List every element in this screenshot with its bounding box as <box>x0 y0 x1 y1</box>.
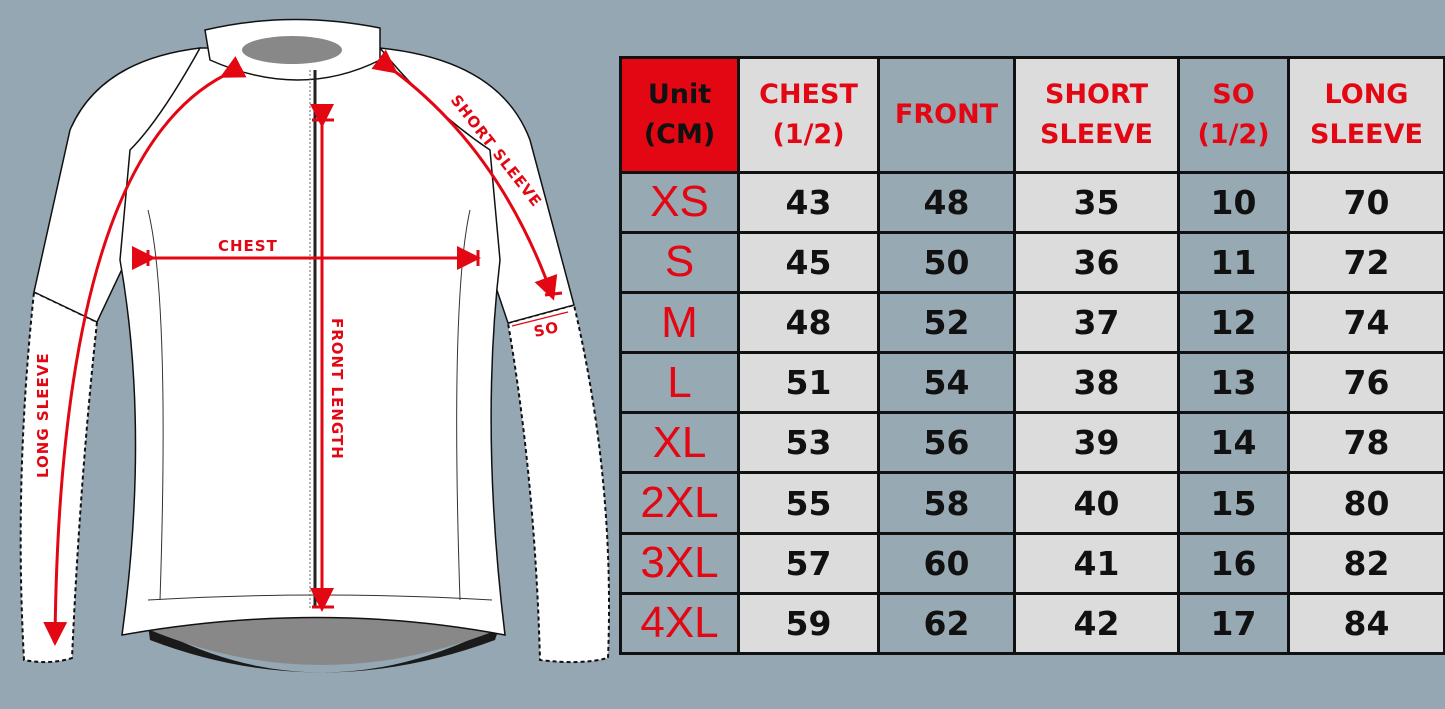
cell-front: 48 <box>877 170 1016 234</box>
jersey-diagram: CHEST FRONT LENGTH LONG SLEEVE SHORT SLE… <box>19 18 611 673</box>
cell-chest: 45 <box>737 230 880 294</box>
table-row: 3XL 57 60 41 16 82 <box>619 531 1445 595</box>
long-sleeve-label: LONG SLEEVE <box>34 352 52 478</box>
cell-long-sleeve: 84 <box>1287 591 1445 656</box>
front-length-label: FRONT LENGTH <box>328 318 346 460</box>
chest-label: CHEST <box>218 237 278 255</box>
cell-size: XS <box>619 170 740 234</box>
table-row: L 51 54 38 13 76 <box>619 351 1445 415</box>
cell-long-sleeve: 72 <box>1287 230 1445 294</box>
table-row: 2XL 55 58 40 15 80 <box>619 471 1445 535</box>
cell-short-sleeve: 40 <box>1013 471 1180 535</box>
cell-front: 60 <box>877 531 1016 595</box>
cell-chest: 53 <box>737 411 880 475</box>
cell-so: 10 <box>1177 170 1290 234</box>
so-arrow <box>511 311 569 327</box>
table-row: XL 53 56 39 14 78 <box>619 411 1445 475</box>
cell-so: 12 <box>1177 290 1290 355</box>
header-chest: CHEST (1/2) <box>737 56 880 174</box>
cell-front: 54 <box>877 351 1016 415</box>
table-row: S 45 50 36 11 72 <box>619 230 1445 294</box>
cell-front: 50 <box>877 230 1016 294</box>
so-label: SO <box>532 318 561 341</box>
header-so: SO (1/2) <box>1177 56 1290 174</box>
cell-short-sleeve: 37 <box>1013 290 1180 355</box>
cell-short-sleeve: 41 <box>1013 531 1180 595</box>
cell-short-sleeve: 39 <box>1013 411 1180 475</box>
header-long-sleeve: LONG SLEEVE <box>1287 56 1445 174</box>
size-chart-table: Unit (CM) CHEST (1/2) FRONT SHORT SLEEVE… <box>619 56 1445 656</box>
cell-size: 2XL <box>619 471 740 535</box>
header-row: Unit (CM) CHEST (1/2) FRONT SHORT SLEEVE… <box>619 56 1445 174</box>
cell-size: 4XL <box>619 591 740 656</box>
header-front: FRONT <box>877 56 1016 174</box>
cell-chest: 55 <box>737 471 880 535</box>
table-row: 4XL 59 62 42 17 84 <box>619 591 1445 656</box>
cell-long-sleeve: 82 <box>1287 531 1445 595</box>
cell-chest: 43 <box>737 170 880 234</box>
cell-long-sleeve: 76 <box>1287 351 1445 415</box>
cell-size: S <box>619 230 740 294</box>
cell-so: 11 <box>1177 230 1290 294</box>
cell-short-sleeve: 36 <box>1013 230 1180 294</box>
cell-chest: 57 <box>737 531 880 595</box>
cell-so: 17 <box>1177 591 1290 656</box>
right-lower-sleeve <box>506 303 611 664</box>
cell-long-sleeve: 78 <box>1287 411 1445 475</box>
header-unit: Unit (CM) <box>619 56 740 174</box>
cell-so: 13 <box>1177 351 1290 415</box>
cell-front: 62 <box>877 591 1016 656</box>
short-sleeve-arrow <box>371 49 558 301</box>
cell-short-sleeve: 42 <box>1013 591 1180 656</box>
cell-chest: 51 <box>737 351 880 415</box>
long-sleeve-arrow <box>43 56 247 646</box>
jersey-hem <box>148 625 500 673</box>
cell-size: M <box>619 290 740 355</box>
cell-long-sleeve: 74 <box>1287 290 1445 355</box>
table-row: M 48 52 37 12 74 <box>619 290 1445 355</box>
cell-size: XL <box>619 411 740 475</box>
cell-so: 15 <box>1177 471 1290 535</box>
cell-long-sleeve: 70 <box>1287 170 1445 234</box>
cell-front: 58 <box>877 471 1016 535</box>
cell-long-sleeve: 80 <box>1287 471 1445 535</box>
cell-front: 52 <box>877 290 1016 355</box>
cell-short-sleeve: 35 <box>1013 170 1180 234</box>
cell-front: 56 <box>877 411 1016 475</box>
jersey-body <box>119 47 506 636</box>
cell-chest: 59 <box>737 591 880 656</box>
cell-short-sleeve: 38 <box>1013 351 1180 415</box>
left-lower-sleeve <box>19 290 99 664</box>
table-row: XS 43 48 35 10 70 <box>619 170 1445 234</box>
cell-size: 3XL <box>619 531 740 595</box>
cell-size: L <box>619 351 740 415</box>
cell-chest: 48 <box>737 290 880 355</box>
header-short-sleeve: SHORT SLEEVE <box>1013 56 1180 174</box>
cell-so: 14 <box>1177 411 1290 475</box>
cell-so: 16 <box>1177 531 1290 595</box>
